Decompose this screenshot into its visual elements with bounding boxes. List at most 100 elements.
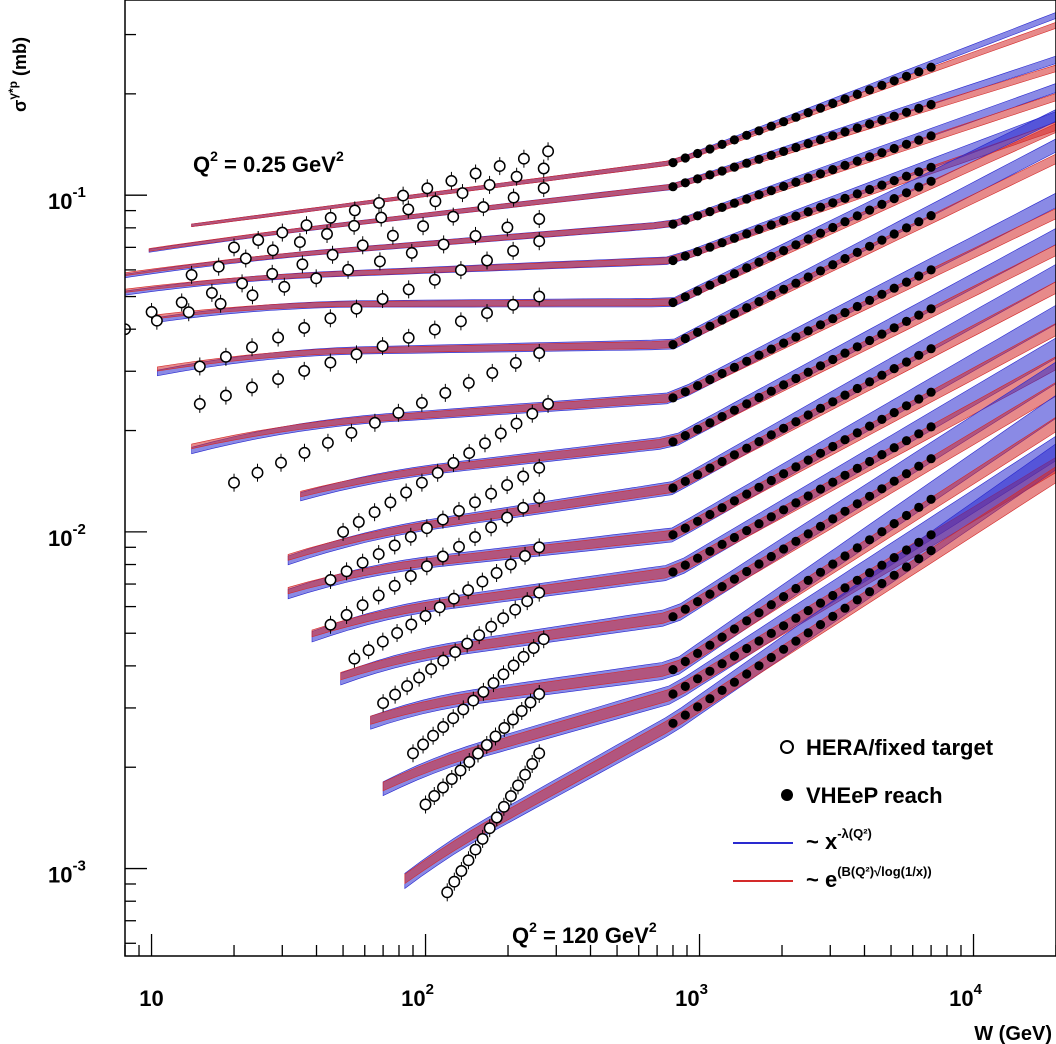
vheep-point (693, 674, 703, 684)
hera-point (453, 504, 465, 517)
hera-point (419, 609, 432, 622)
y-axis: 10-1 10-2 10-3 (48, 33, 147, 944)
vheep-point (926, 546, 936, 556)
hera-point (404, 530, 417, 543)
hera-point (481, 307, 493, 320)
hera-point (436, 550, 449, 563)
hera-point (437, 238, 450, 251)
vheep-point (791, 498, 801, 508)
hera-point (372, 548, 385, 561)
vheep-point (901, 469, 912, 479)
vheep-point (729, 450, 740, 460)
hera-point (517, 152, 530, 165)
vheep-point (889, 519, 899, 529)
vheep-point (693, 211, 703, 221)
hera-point (533, 586, 546, 599)
hera-point (469, 531, 481, 544)
hera-point (417, 220, 430, 233)
vheep-point (877, 180, 887, 190)
vheep-point (926, 211, 936, 221)
hera-point (526, 758, 539, 770)
vheep-point (754, 257, 764, 267)
x-axis: 10 102 103 104 (124, 934, 1056, 1011)
hera-point (310, 272, 323, 285)
hera-point (454, 264, 467, 277)
vheep-point (852, 595, 862, 605)
exp-sqrt-band (300, 244, 1056, 498)
vheep-point (742, 158, 752, 168)
hera-point (246, 341, 258, 354)
hera-point (447, 712, 460, 725)
annotation-q2-high: Q2 = 120 GeV2 (512, 919, 657, 948)
x-tick-label: 102 (401, 981, 434, 1011)
hera-point (537, 633, 550, 646)
vheep-point (766, 628, 776, 639)
hera-point (507, 298, 520, 311)
vheep-point (729, 677, 740, 687)
vheep-point (803, 606, 813, 616)
hera-point (487, 677, 500, 690)
hera-point (321, 228, 333, 240)
vheep-point (791, 417, 801, 427)
vheep-point (717, 368, 727, 379)
vheep-point (852, 156, 862, 166)
exp-sqrt-band (287, 281, 1056, 561)
hera-point (512, 779, 524, 792)
vheep-point (901, 139, 912, 149)
hera-point (507, 244, 520, 257)
vheep-point (754, 297, 764, 307)
hera-point (455, 865, 468, 877)
vheep-point (791, 583, 801, 594)
vheep-point (791, 613, 801, 623)
hera-point (507, 713, 519, 726)
vheep-point (877, 560, 887, 570)
vheep-point (680, 656, 690, 667)
hera-point (501, 479, 514, 492)
vheep-point (840, 217, 850, 227)
hera-point (348, 219, 361, 232)
hera-point (521, 595, 534, 608)
model-bands (125, 12, 1056, 890)
vheep-point (815, 620, 826, 630)
vheep-point (705, 144, 715, 154)
hera-point (298, 364, 311, 377)
hera-point (490, 567, 503, 579)
hera-point (345, 426, 358, 439)
vheep-point (754, 154, 764, 164)
vheep-point (914, 350, 924, 360)
hera-point (397, 189, 410, 202)
hera-point (456, 187, 469, 200)
hera-point (533, 461, 546, 474)
hera-point (483, 178, 496, 191)
hera-point (340, 609, 353, 621)
exp-sqrt-band (125, 93, 1056, 276)
vheep-point (668, 665, 678, 675)
vheep-point (742, 194, 752, 204)
vheep-point (803, 272, 813, 282)
hera-point (445, 773, 458, 785)
vheep-point (729, 532, 740, 543)
vheep-point (914, 217, 924, 227)
vheep-point (852, 428, 862, 438)
hera-point (228, 476, 240, 489)
vheep-point (914, 537, 924, 548)
vheep-point (914, 554, 924, 564)
hera-point (437, 781, 449, 794)
vheep-point (680, 681, 690, 692)
vheep-point (877, 414, 887, 424)
vheep-point (926, 422, 936, 432)
vheep-point (901, 277, 912, 287)
vheep-point (914, 182, 924, 192)
hera-point (524, 696, 537, 709)
vheep-point (901, 357, 912, 367)
vheep-point (852, 499, 862, 509)
vheep-point (779, 181, 789, 191)
vheep-point (717, 202, 727, 212)
hera-point (519, 768, 532, 781)
hera-point (533, 747, 546, 760)
vheep-point (729, 496, 740, 506)
vheep-point (926, 62, 936, 72)
vheep-point (803, 234, 813, 244)
vheep-point (791, 142, 801, 153)
hera-point (533, 290, 546, 303)
